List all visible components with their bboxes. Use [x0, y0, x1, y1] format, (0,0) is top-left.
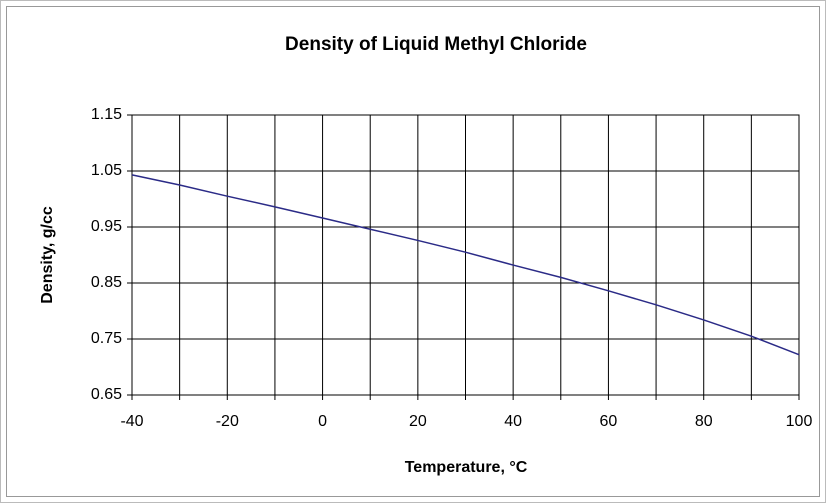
x-tick-label: 80 [695, 413, 713, 430]
x-tick-label: 20 [409, 413, 427, 430]
x-tick-label: -40 [120, 413, 143, 430]
x-tick-label: 0 [318, 413, 327, 430]
x-tick-label: 100 [786, 413, 813, 430]
y-tick-label: 0.95 [91, 218, 122, 235]
chart-title: Density of Liquid Methyl Chloride [285, 34, 587, 55]
data-line [131, 174, 800, 356]
x-tick-label: 40 [504, 413, 522, 430]
x-tick-label: 60 [600, 413, 618, 430]
y-axis-title: Density, g/cc [39, 206, 56, 304]
y-tick-label: 0.85 [91, 274, 122, 291]
y-tick-label: 0.65 [91, 386, 122, 403]
x-axis-title: Temperature, °C [405, 459, 528, 476]
y-tick-label: 1.15 [91, 106, 122, 123]
x-tick-label: -20 [216, 413, 239, 430]
y-tick-label: 1.05 [91, 162, 122, 179]
y-tick-label: 0.75 [91, 330, 122, 347]
